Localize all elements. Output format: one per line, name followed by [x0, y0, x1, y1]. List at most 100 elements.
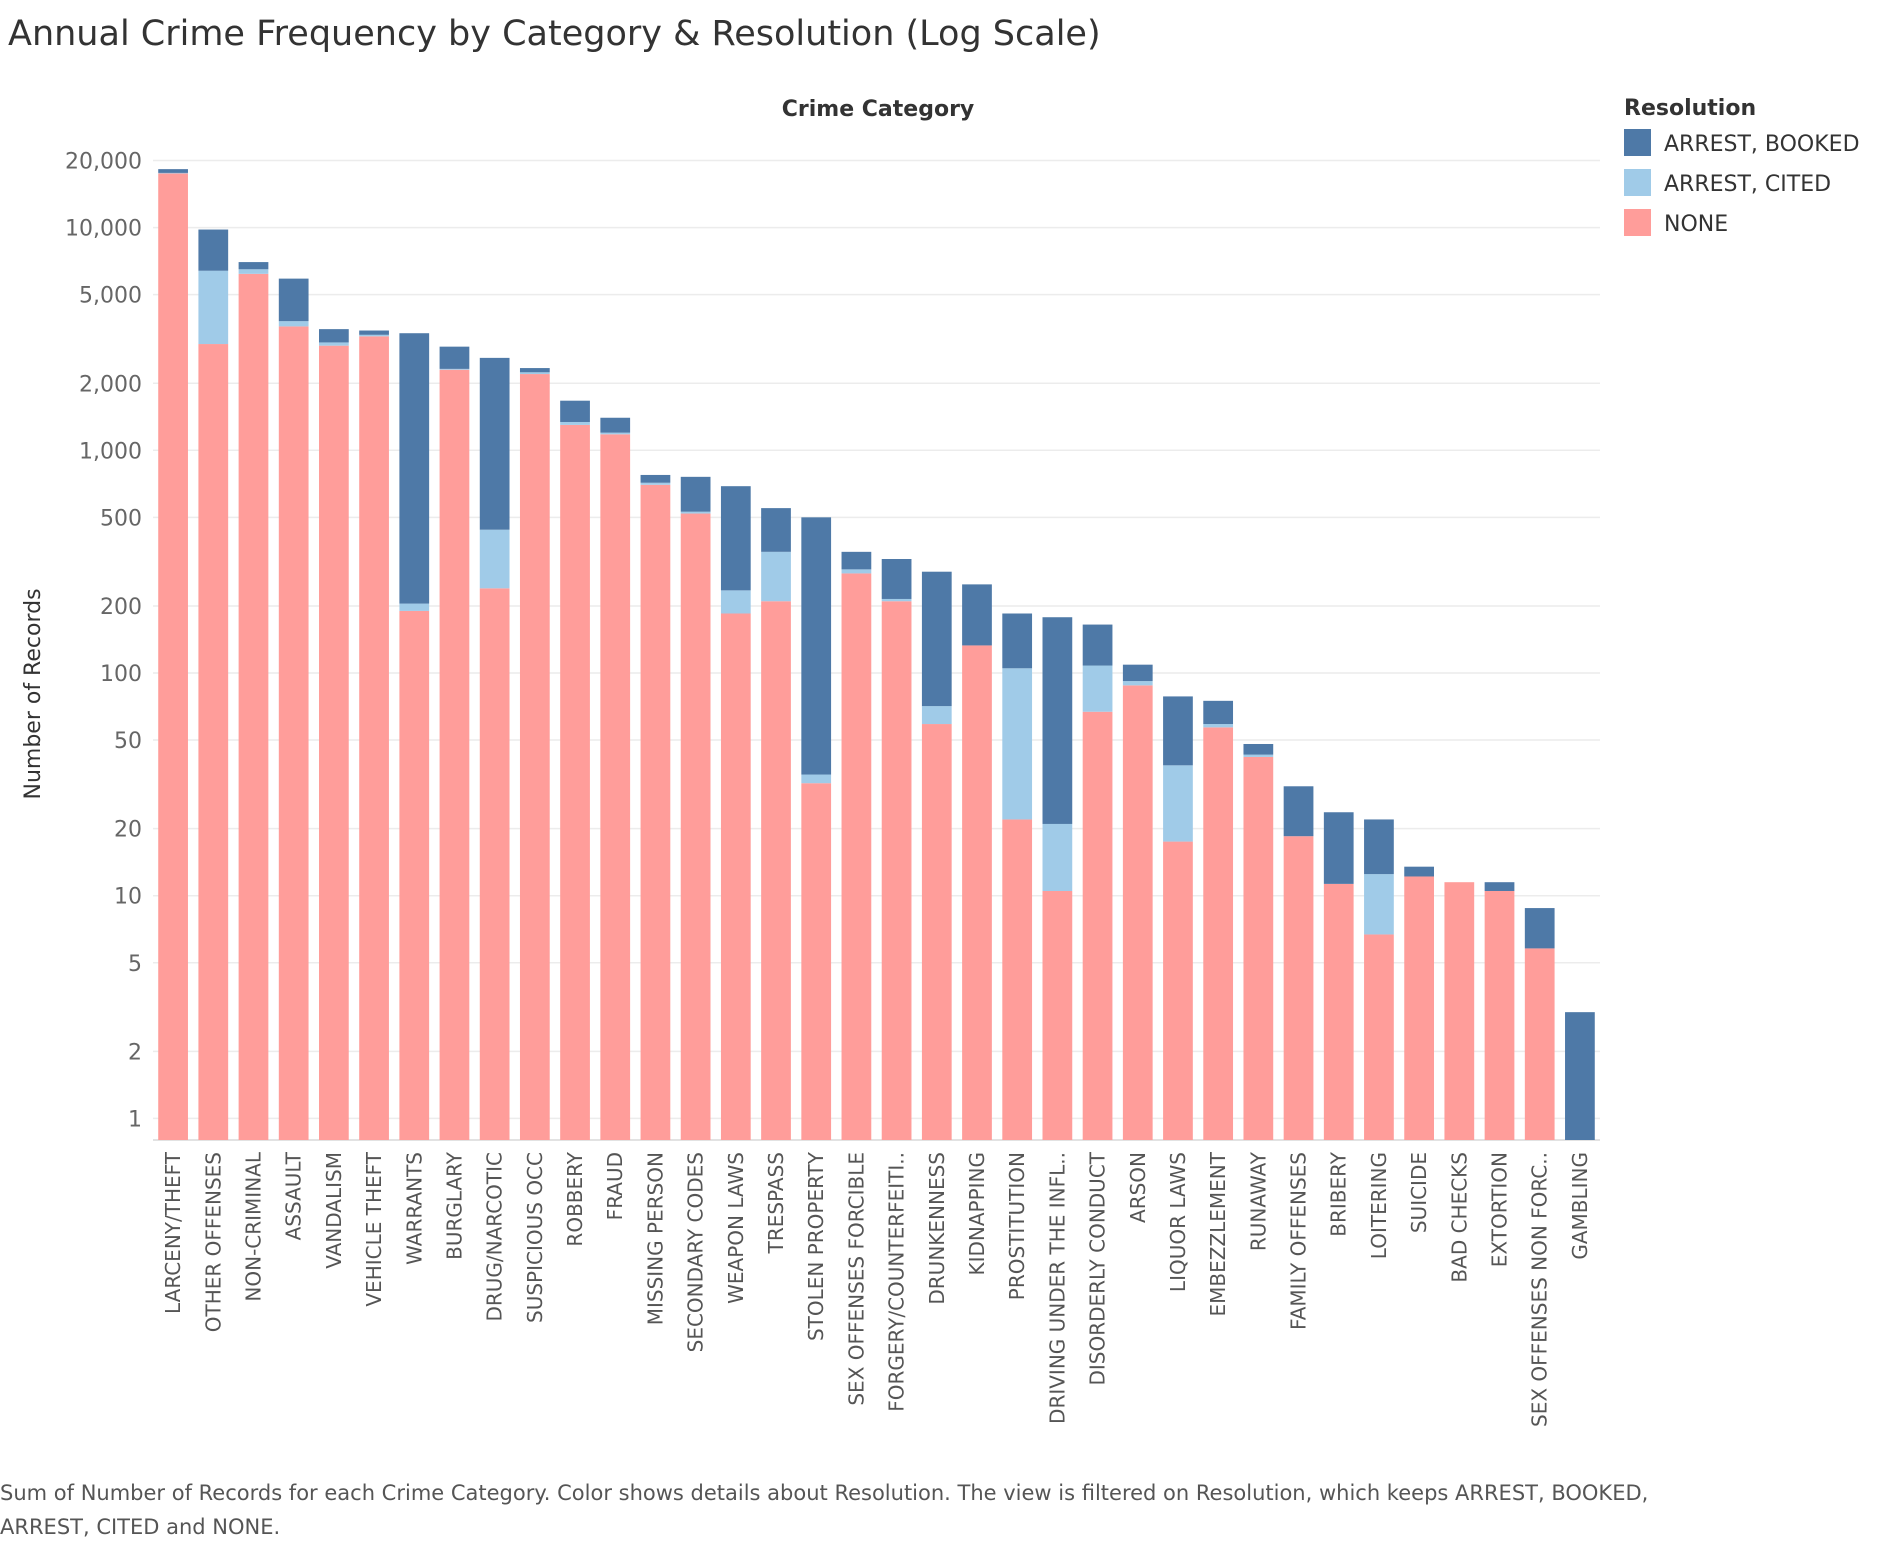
bar-segment: [479, 357, 510, 530]
bar-segment: [881, 598, 912, 602]
x-axis-category-labels: LARCENY/THEFT OTHER OFFENSES NON-CRIMINAL A…: [161, 1151, 1592, 1427]
bar-segment: [801, 783, 832, 1140]
y-tick-label: 10,000: [65, 217, 142, 242]
bar-segment: [962, 584, 992, 646]
y-tick-label: 5: [128, 952, 142, 977]
bar-segment: [600, 434, 631, 1140]
x-tick-label: WEAPON LAWS: [724, 1152, 748, 1304]
bar-segment: [158, 172, 188, 174]
bar-segment: [158, 169, 188, 173]
y-tick-label: 100: [100, 662, 142, 687]
bar-segment: [720, 613, 751, 1140]
bar-segment: [278, 278, 309, 322]
bars: [158, 169, 1595, 1141]
bar-segment: [1243, 743, 1274, 755]
bar-segment: [720, 486, 751, 591]
bar-segment: [1364, 819, 1394, 875]
bar-segment: [1323, 883, 1354, 1140]
bar-segment: [278, 321, 309, 327]
bar-segment: [560, 424, 590, 1140]
x-tick-label: KIDNAPPING: [965, 1152, 989, 1276]
bar-segment: [238, 262, 269, 270]
bar-segment: [399, 610, 430, 1140]
bar-segment: [198, 229, 229, 271]
legend-swatch: [1624, 169, 1651, 196]
bar-segment: [720, 590, 751, 614]
bar-segment: [1163, 841, 1193, 1140]
x-tick-label: FRAUD: [603, 1152, 627, 1220]
legend: Resolution ARREST, BOOKED ARREST, CITED NO…: [1624, 96, 1860, 237]
bar-segment: [1203, 724, 1234, 728]
bar-segment: [198, 270, 229, 345]
x-tick-label: STOLEN PROPERTY: [804, 1151, 828, 1341]
y-axis-title: Number of Records: [21, 588, 46, 799]
legend-entry: ARREST, BOOKED: [1664, 132, 1860, 157]
x-tick-label: VANDALISM: [322, 1152, 346, 1269]
bar-segment: [841, 551, 872, 570]
bar-segment: [1283, 786, 1314, 837]
chart-title: Annual Crime Frequency by Category & Res…: [8, 14, 1101, 54]
y-tick-label: 10: [114, 885, 142, 910]
y-tick-label: 50: [114, 729, 142, 754]
bar-segment: [1323, 812, 1354, 884]
bar-segment: [1444, 882, 1475, 1140]
bar-segment: [359, 330, 389, 335]
bar-segment: [278, 326, 309, 1140]
bar-segment: [1002, 668, 1033, 820]
y-tick-label: 20,000: [65, 150, 142, 175]
bar-segment: [1524, 908, 1555, 949]
x-tick-label: MISSING PERSON: [643, 1152, 667, 1325]
bar-segment: [1243, 756, 1274, 1140]
bar-segment: [1082, 665, 1113, 712]
bar-segment: [1082, 711, 1113, 1140]
x-tick-label: EMBEZZLEMENT: [1206, 1151, 1230, 1316]
x-tick-label: BRIBERY: [1327, 1151, 1351, 1236]
bar-segment: [1122, 664, 1153, 682]
x-tick-label: FAMILY OFFENSES: [1287, 1152, 1311, 1330]
bar-segment: [158, 173, 188, 1141]
bar-segment: [519, 374, 550, 1140]
bar-segment: [560, 421, 590, 425]
x-tick-label: ASSAULT: [282, 1151, 306, 1240]
bar-segment: [1203, 727, 1234, 1140]
bar-segment: [319, 345, 349, 1140]
bar-segment: [1002, 819, 1033, 1140]
y-tick-label: 20: [114, 818, 142, 843]
x-tick-label: OTHER OFFENSES: [201, 1152, 225, 1332]
bar-segment: [1565, 1012, 1595, 1140]
bar-segment: [761, 601, 791, 1140]
bar-segment: [1163, 696, 1193, 766]
bar-segment: [1042, 823, 1073, 891]
legend-swatch: [1624, 129, 1651, 156]
y-tick-label: 2: [128, 1040, 142, 1065]
bar-segment: [439, 369, 470, 1141]
bar-segment: [439, 346, 470, 369]
bar-segment: [640, 482, 671, 485]
x-tick-label: PROSTITUTION: [1005, 1152, 1029, 1300]
x-tick-label: SEX OFFENSES FORCIBLE: [844, 1152, 868, 1406]
bar-segment: [519, 368, 550, 373]
bar-segment: [801, 517, 832, 775]
chart-caption: Sum of Number of Records for each Crime …: [0, 1481, 1649, 1539]
bar-segment: [319, 342, 349, 346]
x-tick-label: DISORDERLY CONDUCT: [1086, 1151, 1110, 1385]
bar-segment: [921, 571, 952, 707]
bar-segment: [680, 476, 711, 512]
bar-segment: [640, 474, 671, 483]
x-tick-label: ARSON: [1126, 1152, 1150, 1223]
x-tick-label: LOITERING: [1367, 1152, 1391, 1259]
bar-segment: [680, 513, 711, 1140]
bar-segment: [1243, 754, 1274, 757]
bar-segment: [600, 432, 631, 435]
bar-segment: [761, 508, 791, 552]
bar-segment: [1122, 685, 1153, 1140]
y-tick-label: 500: [100, 506, 142, 531]
x-tick-label: DRUNKENNESS: [925, 1152, 949, 1305]
bar-segment: [1082, 624, 1113, 666]
gridlines: [153, 159, 1600, 1141]
x-tick-label: BURGLARY: [442, 1151, 466, 1260]
column-header: Crime Category: [782, 97, 975, 122]
bar-segment: [238, 273, 269, 1140]
bar-segment: [359, 334, 389, 337]
bar-segment: [319, 329, 349, 343]
